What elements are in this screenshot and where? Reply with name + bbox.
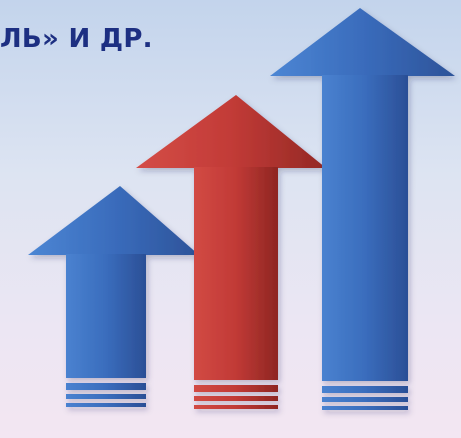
- slide-heading: ЛЬ» И ДР.: [0, 24, 153, 54]
- medium-red-arrow: [136, 95, 326, 409]
- tall-blue-arrow: [270, 8, 455, 410]
- short-blue-arrow: [28, 186, 199, 407]
